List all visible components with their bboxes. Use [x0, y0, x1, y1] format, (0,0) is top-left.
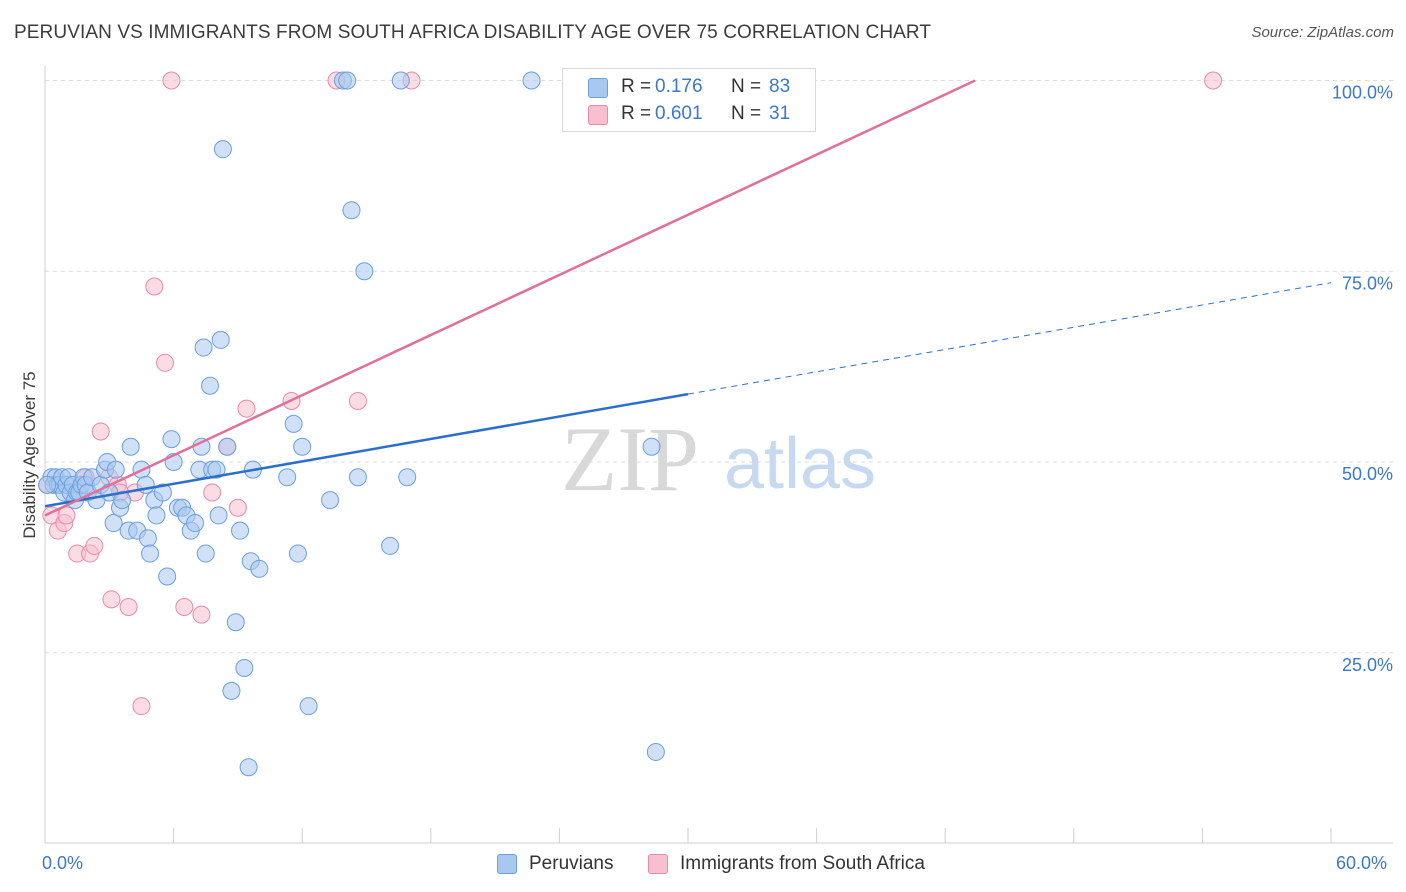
peruvian-point [104, 514, 123, 533]
peruvian-point [299, 697, 318, 716]
immigrant-point [91, 422, 110, 441]
series-immigrants-points [38, 71, 1223, 716]
immigrant-point [1204, 71, 1223, 90]
legend-swatch-peruvians [588, 78, 608, 98]
immigrant-point [145, 277, 164, 296]
peruvian-point [222, 681, 241, 700]
peruvian-point [398, 468, 417, 487]
peruvian-point [381, 536, 400, 555]
legend-row-peruvians: R = 0.176 N = 83 [563, 73, 815, 101]
legend-swatch-immigrants [588, 105, 608, 125]
peruvian-point [211, 330, 230, 349]
watermark-atlas: atlas [724, 424, 876, 504]
source-label: Source: ZipAtlas.com [1251, 24, 1394, 41]
x-tick-max: 60.0% [1336, 853, 1388, 873]
immigrant-point [175, 597, 194, 616]
legend-n-label: N = [731, 103, 762, 124]
y-tick-labels: 25.0% 50.0% 75.0% 100.0% [1332, 83, 1393, 675]
peruvian-point [38, 475, 57, 494]
peruvian-point [391, 71, 410, 90]
x-tick-min: 0.0% [42, 853, 84, 873]
legend-r-label: R = [621, 76, 652, 97]
immigrant-point [203, 483, 222, 502]
peruvian-point [201, 376, 220, 395]
y-tick-label: 75.0% [1342, 273, 1393, 293]
immigrant-point [119, 597, 138, 616]
legend-n-value: 83 [769, 76, 791, 97]
peruvian-point [141, 544, 160, 563]
peruvian-point [213, 140, 232, 159]
immigrant-point [85, 536, 104, 555]
peruvian-point [196, 544, 215, 563]
peruvian-point [226, 613, 245, 632]
legend-label-immigrants: Immigrants from South Africa [680, 853, 925, 874]
peruvian-point [321, 491, 340, 510]
correlation-legend: R = 0.176 N = 83 R = 0.601 N = 31 [562, 68, 816, 132]
peruvian-point [138, 529, 157, 548]
peruvian-point [284, 414, 303, 433]
peruvian-point [209, 506, 228, 525]
peruvian-point [342, 201, 361, 220]
gridlines [45, 80, 1393, 654]
peruvian-point [288, 544, 307, 563]
legend-label-peruvians: Peruvians [529, 853, 614, 874]
trend-lines [44, 79, 1332, 517]
y-tick-label: 50.0% [1342, 464, 1393, 484]
peruvian-point [147, 506, 166, 525]
peruvian-point [231, 521, 250, 540]
watermark: ZIP atlas [561, 408, 876, 510]
immigrant-point [132, 697, 151, 716]
peruvian-point [646, 742, 665, 761]
immigrants-trend-line [44, 79, 976, 517]
peruvians-trend-extension [687, 282, 1332, 395]
peruvian-point [239, 758, 258, 777]
peruvian-point [121, 437, 140, 456]
peruvian-point [186, 514, 205, 533]
chart-title: PERUVIAN VS IMMIGRANTS FROM SOUTH AFRICA… [14, 22, 932, 43]
immigrant-point [156, 353, 175, 372]
legend-swatch-peruvians [497, 854, 517, 874]
peruvian-point [162, 430, 181, 449]
legend-row-immigrants: R = 0.601 N = 31 [563, 100, 815, 128]
peruvian-point [338, 71, 357, 90]
y-tick-label: 25.0% [1342, 655, 1393, 675]
legend-n-value: 31 [769, 103, 791, 124]
legend-n-label: N = [731, 76, 762, 97]
immigrant-point [102, 590, 121, 609]
series-legend: Peruvians Immigrants from South Africa [0, 852, 1406, 878]
immigrant-point [237, 399, 256, 418]
immigrant-point [57, 506, 76, 525]
peruvian-point [158, 567, 177, 586]
immigrant-point [228, 498, 247, 517]
immigrant-point [162, 71, 181, 90]
legend-r-value: 0.601 [655, 103, 703, 124]
immigrant-point [192, 605, 211, 624]
y-tick-label: 100.0% [1332, 83, 1393, 103]
peruvian-point [522, 71, 541, 90]
peruvian-point [250, 559, 269, 578]
peruvian-point [278, 468, 297, 487]
watermark-zip: ZIP [561, 408, 699, 510]
peruvian-point [194, 338, 213, 357]
peruvian-point [235, 659, 254, 678]
peruvian-point [355, 262, 374, 281]
axes [44, 66, 1393, 844]
legend-swatch-immigrants [648, 854, 668, 874]
immigrant-point [348, 391, 367, 410]
legend-r-value: 0.176 [655, 76, 703, 97]
peruvian-point [106, 460, 125, 479]
legend-r-label: R = [621, 103, 652, 124]
peruvian-point [218, 437, 237, 456]
peruvian-point [207, 460, 226, 479]
peruvians-trend-line [44, 392, 689, 508]
peruvian-point [348, 468, 367, 487]
peruvian-point [293, 437, 312, 456]
peruvian-point [153, 483, 172, 502]
peruvian-point [642, 437, 661, 456]
